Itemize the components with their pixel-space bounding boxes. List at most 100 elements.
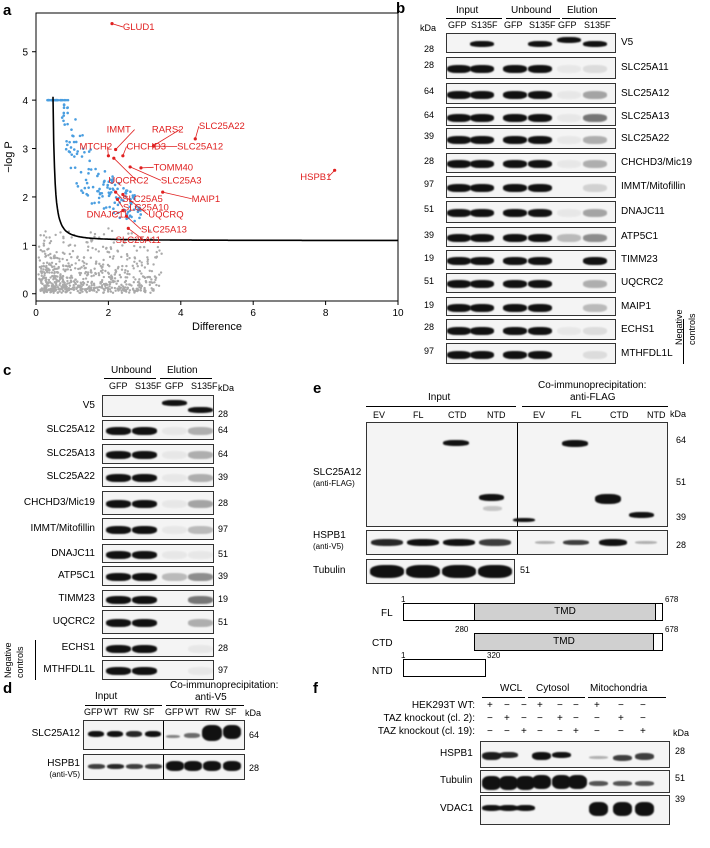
volcano-point-grey [143,286,146,290]
b-band [583,303,607,312]
b-band [470,65,494,73]
volcano-point-blue [102,183,105,186]
e-lane-5: FL [571,410,582,420]
c-row-label: V5 [82,400,95,411]
volcano-point-blue [129,190,132,194]
volcano-plot: 0 2 4 6 8 10 0 1 2 3 4 5 Difference −log P GLUD1 IMMT RA… [3,12,404,333]
c-band [162,400,187,406]
volcano-point-grey [63,269,67,273]
e-coip-header-1: Co-immunoprecipitation: [538,380,647,391]
e-mw-28: 28 [676,540,687,550]
volcano-point-grey [51,265,54,269]
volcano-point-grey [119,276,123,279]
volcano-point-blue [69,146,73,149]
volcano-point-grey [128,289,132,292]
volcano-point-grey [107,288,110,291]
volcano-point-blue [76,185,80,188]
volcano-point-grey [62,289,65,293]
volcano-point-grey [90,274,93,278]
volcano-point-grey [153,281,156,284]
volcano-point-grey [54,281,58,285]
volcano-point-grey [45,285,48,289]
volcano-point-grey [121,264,124,268]
b-band [447,303,471,312]
b-row-label: TIMM23 [621,254,658,265]
volcano-point-grey [108,282,112,286]
b-mw-label: 28 [424,156,435,166]
b-mw-label: 64 [424,86,435,96]
f-group-bracket [528,697,585,698]
volcano-point-red [139,166,143,170]
volcano-protein-label: TOMM40 [154,162,193,173]
b-mw-label: 19 [424,300,435,310]
volcano-point-grey [116,287,120,291]
volcano-point-grey [82,256,86,259]
volcano-label-leader [113,157,137,181]
volcano-point-blue [128,214,132,217]
volcano-point-red [121,154,125,158]
volcano-point-grey [104,286,107,290]
volcano-point-grey [140,264,144,267]
volcano-point-grey [66,282,69,285]
b-row-label: SLC25A22 [621,132,670,144]
volcano-point-blue [81,191,85,195]
b-mw-label: 28 [424,44,435,54]
b-band [528,326,552,335]
c-mw-label: 64 [218,449,229,459]
volcano-point-grey [93,235,96,239]
volcano-point-blue [129,201,132,205]
volcano-point-blue [106,186,109,189]
volcano-point-blue [97,201,101,204]
b-band [503,280,527,288]
volcano-point-blue [62,111,66,115]
volcano-point-grey [109,278,113,281]
d-band [223,725,241,739]
volcano-point-grey [62,268,65,271]
f-sign: − [537,713,543,724]
volcano-point-grey [120,268,124,271]
volcano-point-grey [40,274,43,277]
b-group-unbound: Unbound [511,5,552,16]
volcano-point-blue [116,203,120,207]
volcano-ylabel: −log P [3,141,15,173]
volcano-point-grey [43,274,46,277]
volcano-point-grey [39,248,42,252]
b-band [470,280,494,288]
volcano-label-leader [162,191,192,200]
volcano-point-grey [94,262,98,265]
e-band [406,565,440,578]
f-band [482,776,501,790]
volcano-point-grey [107,227,110,230]
e-mw-51: 51 [676,477,687,487]
volcano-point-grey [77,258,81,262]
e-input-header: Input [428,392,451,403]
volcano-point-blue [76,150,79,153]
f-group-cytosol: Cytosol [536,683,570,694]
c-blot-dnajc11 [102,544,214,563]
e-pos-320: 320 [487,651,501,660]
e-mw-tubulin-51: 51 [520,565,531,575]
volcano-point-blue [138,216,141,220]
b-band [583,113,607,122]
c-row-label: IMMT/Mitofillin [30,523,95,534]
d-band [107,731,123,737]
volcano-point-grey [86,271,90,274]
b-band [447,280,471,288]
volcano-point-grey [49,239,53,243]
b-band [447,257,471,265]
c-band [188,595,213,604]
c-mw-label: 39 [218,472,229,482]
volcano-point-blue [72,148,76,151]
volcano-label-leader [129,166,162,181]
volcano-point-grey [109,247,113,251]
d-input-bracket [85,705,162,706]
e-mw-39: 39 [676,512,687,522]
b-mw-label: 97 [424,179,435,189]
volcano-point-grey [101,245,105,249]
volcano-point-blue [96,174,99,178]
b-blot-timm23 [446,250,616,270]
e-fl-tmd: TMD [474,604,656,620]
volcano-point-grey [106,290,110,293]
volcano-point-blue [75,182,78,185]
b-row-label: V5 [621,37,634,48]
